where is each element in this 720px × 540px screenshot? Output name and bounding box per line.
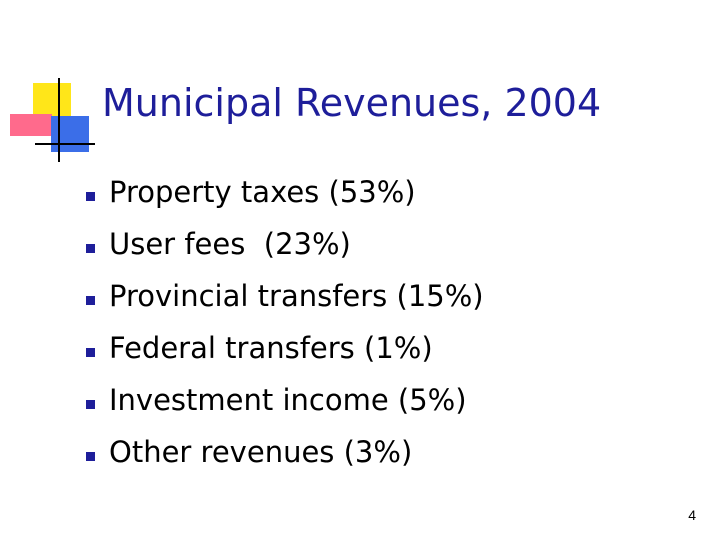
bullet-text: Provincial transfers (15%) bbox=[109, 279, 484, 313]
bullet-item: Provincial transfers (15%) bbox=[86, 270, 484, 322]
square-bullet-icon bbox=[86, 399, 95, 409]
slide-title: Municipal Revenues, 2004 bbox=[102, 81, 602, 125]
square-bullet-icon bbox=[86, 451, 95, 461]
square-bullet-icon bbox=[86, 191, 95, 201]
logo-blue-square bbox=[51, 116, 89, 152]
bullet-item: Federal transfers (1%) bbox=[86, 322, 484, 374]
bullet-item: Investment income (5%) bbox=[86, 374, 484, 426]
bullet-text: Other revenues (3%) bbox=[109, 435, 413, 469]
bullet-item: Other revenues (3%) bbox=[86, 426, 484, 478]
bullet-item: Property taxes (53%) bbox=[86, 166, 484, 218]
square-bullet-icon bbox=[86, 243, 95, 253]
bullet-text: User fees (23%) bbox=[109, 227, 351, 261]
logo-horizontal-line bbox=[35, 143, 95, 145]
square-bullet-icon bbox=[86, 347, 95, 357]
bullet-text: Federal transfers (1%) bbox=[109, 331, 433, 365]
logo-pink-square bbox=[10, 114, 52, 136]
square-bullet-icon bbox=[86, 295, 95, 305]
slide-logo bbox=[0, 0, 110, 170]
bullet-text: Investment income (5%) bbox=[109, 383, 467, 417]
bullet-item: User fees (23%) bbox=[86, 218, 484, 270]
page-number: 4 bbox=[688, 507, 696, 523]
logo-vertical-line bbox=[58, 78, 60, 162]
bullet-text: Property taxes (53%) bbox=[109, 175, 416, 209]
bullet-list: Property taxes (53%) User fees (23%) Pro… bbox=[86, 166, 484, 478]
